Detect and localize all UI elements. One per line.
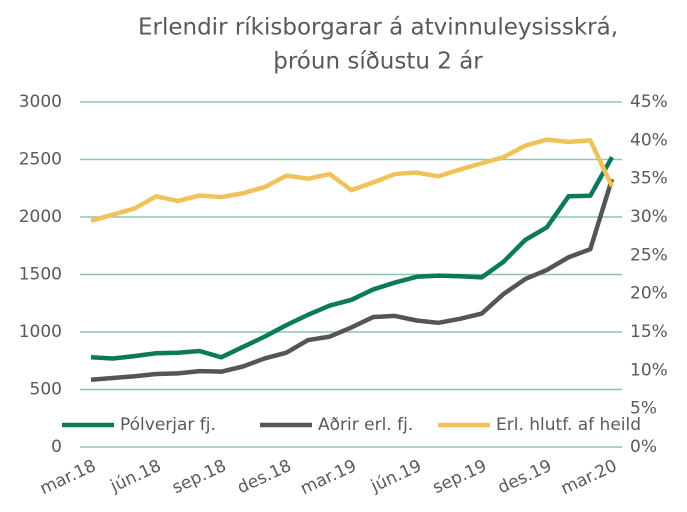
x-tick-label: jún.19	[367, 456, 425, 497]
x-tick-label: jún.18	[107, 456, 165, 497]
y2-tick-label: 30%	[630, 207, 668, 227]
line-series	[90, 178, 615, 382]
y2-tick-label: 40%	[630, 130, 668, 150]
x-tick-label: mar.20	[558, 456, 620, 499]
y2-tick-label: 0%	[630, 437, 657, 457]
x-tick-label: mar.19	[297, 456, 359, 499]
y-tick-label: 1000	[19, 322, 62, 342]
y2-tick-label: 15%	[630, 322, 668, 342]
y2-tick-label: 25%	[630, 245, 668, 265]
y2-tick-label: 20%	[630, 284, 668, 304]
y2-tick-label: 10%	[630, 360, 668, 380]
y-tick-label: 1500	[19, 265, 62, 285]
y-tick-label: 2500	[19, 150, 62, 170]
legend-label: Pólverjar fj.	[120, 415, 216, 435]
x-tick-label: mar.18	[37, 456, 99, 499]
legend-label: Aðrir erl. fj.	[318, 415, 413, 435]
y-tick-label: 500	[30, 380, 62, 400]
legend-label: Erl. hlutf. af heild	[496, 415, 641, 435]
chart-title: þróun síðustu 2 ár	[273, 49, 483, 75]
x-tick-label: sep.18	[169, 456, 229, 498]
line-series	[90, 156, 614, 361]
x-tick-label: des.18	[234, 456, 294, 498]
y-tick-label: 2000	[19, 207, 62, 227]
y2-tick-label: 45%	[630, 92, 668, 112]
chart-title: Erlendir ríkisborgarar á atvinnuleysissk…	[138, 15, 618, 41]
line-series	[90, 137, 615, 223]
x-tick-label: sep.19	[430, 456, 490, 498]
x-tick-label: des.19	[495, 456, 555, 498]
y2-tick-label: 5%	[630, 399, 657, 419]
y2-tick-label: 35%	[630, 169, 668, 189]
y-tick-label: 0	[51, 437, 62, 457]
y-tick-label: 3000	[19, 92, 62, 112]
